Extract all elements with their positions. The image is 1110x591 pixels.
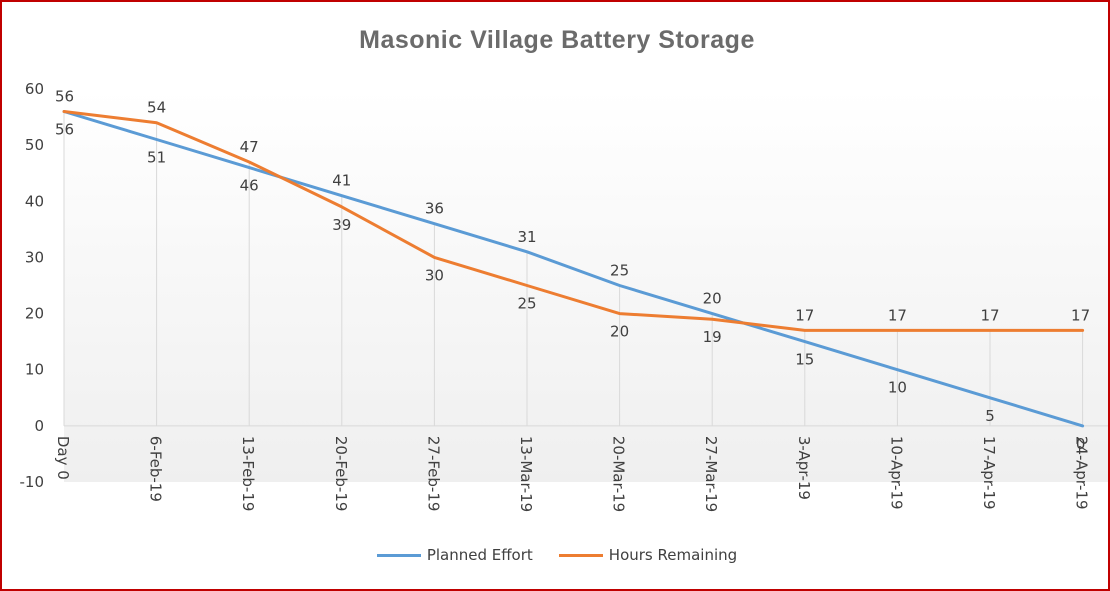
data-label-hours-remaining: 17 bbox=[888, 306, 907, 324]
x-tick-label: 10-Apr-19 bbox=[887, 436, 905, 510]
data-label-planned-effort: 5 bbox=[985, 407, 995, 425]
x-tick-label: 6-Feb-19 bbox=[147, 436, 165, 502]
legend-swatch bbox=[558, 553, 603, 557]
data-label-hours-remaining: 25 bbox=[517, 295, 536, 313]
y-tick-label: 40 bbox=[25, 192, 44, 210]
y-tick-label: -10 bbox=[20, 473, 45, 491]
plot-background bbox=[64, 89, 1108, 482]
x-tick-label: 27-Mar-19 bbox=[702, 436, 720, 512]
chart-legend: Planned Effort Hours Remaining bbox=[2, 546, 1108, 564]
data-label-hours-remaining: 19 bbox=[703, 328, 722, 346]
y-tick-label: 10 bbox=[25, 361, 44, 379]
data-label-planned-effort: 31 bbox=[517, 228, 536, 246]
data-label-hours-remaining: 20 bbox=[610, 323, 629, 341]
data-label-planned-effort: 25 bbox=[610, 262, 629, 280]
x-tick-label: 24-Apr-19 bbox=[1073, 436, 1091, 510]
data-label-hours-remaining: 17 bbox=[795, 306, 814, 324]
series-line-hours-remaining bbox=[62, 110, 1085, 332]
data-label-planned-effort: 10 bbox=[888, 379, 907, 397]
x-tick-label: Day 0 bbox=[54, 436, 72, 480]
x-tick-label: 13-Feb-19 bbox=[239, 436, 257, 512]
data-label-planned-effort: 46 bbox=[240, 177, 259, 195]
legend-label: Hours Remaining bbox=[608, 546, 738, 564]
x-tick-label: 13-Mar-19 bbox=[517, 436, 535, 512]
data-label-planned-effort: 0 bbox=[1076, 435, 1086, 453]
x-tick-label: 20-Mar-19 bbox=[610, 436, 628, 512]
data-label-planned-effort: 36 bbox=[425, 200, 444, 218]
data-label-hours-remaining: 54 bbox=[147, 99, 166, 117]
y-tick-label: 50 bbox=[25, 136, 44, 154]
data-label-planned-effort: 41 bbox=[332, 172, 351, 190]
x-tick-label: 17-Apr-19 bbox=[980, 436, 998, 510]
data-label-hours-remaining: 30 bbox=[425, 266, 444, 284]
data-label-hours-remaining: 47 bbox=[240, 138, 259, 156]
data-label-hours-remaining: 56 bbox=[55, 120, 74, 138]
data-label-hours-remaining: 17 bbox=[980, 306, 999, 324]
y-tick-label: 30 bbox=[25, 248, 44, 266]
x-tick-label: 27-Feb-19 bbox=[424, 436, 442, 512]
y-tick-label: 20 bbox=[25, 305, 44, 323]
data-label-planned-effort: 56 bbox=[55, 87, 74, 105]
data-label-hours-remaining: 39 bbox=[332, 216, 351, 234]
series-line-planned-effort bbox=[62, 110, 1085, 428]
x-tick-label: 3-Apr-19 bbox=[795, 436, 813, 500]
legend-swatch bbox=[376, 553, 421, 557]
legend-item: Hours Remaining bbox=[558, 546, 738, 564]
y-tick-label: 0 bbox=[34, 417, 44, 435]
x-tick-label: 20-Feb-19 bbox=[332, 436, 350, 512]
chart-title: Masonic Village Battery Storage bbox=[359, 26, 755, 54]
data-label-hours-remaining: 17 bbox=[1071, 306, 1090, 324]
y-tick-label: 60 bbox=[25, 80, 44, 98]
legend-label: Planned Effort bbox=[426, 546, 533, 564]
data-label-planned-effort: 51 bbox=[147, 149, 166, 167]
legend-item: Planned Effort bbox=[376, 546, 533, 564]
data-label-planned-effort: 15 bbox=[795, 351, 814, 369]
data-label-planned-effort: 20 bbox=[703, 290, 722, 308]
